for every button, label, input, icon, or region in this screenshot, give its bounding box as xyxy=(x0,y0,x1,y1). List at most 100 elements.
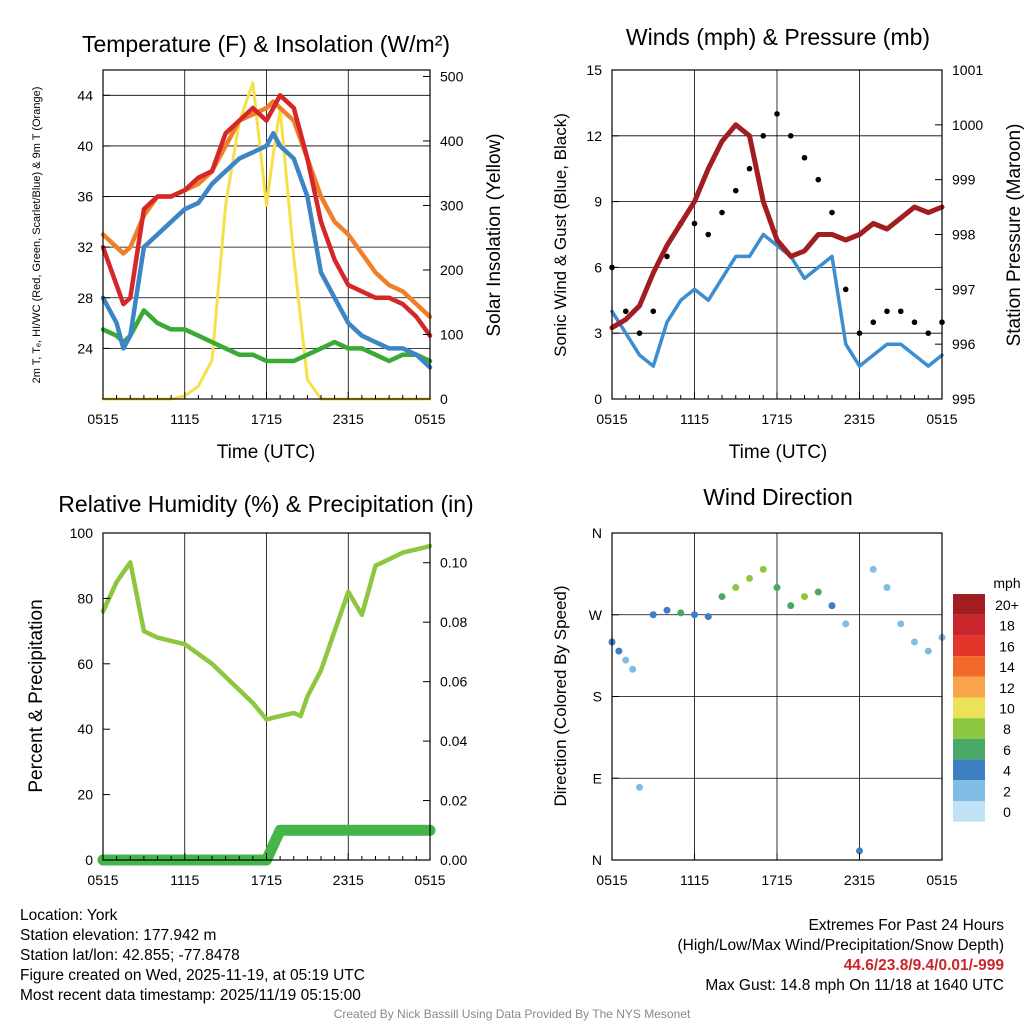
y2-tick-label: 500 xyxy=(440,68,464,84)
dewpoint-line xyxy=(100,308,433,364)
y2-tick-label: 1001 xyxy=(952,62,983,78)
gust-point xyxy=(705,231,712,238)
gust-point xyxy=(856,330,863,337)
legend-swatch xyxy=(953,594,985,615)
gust-point xyxy=(719,209,725,216)
gust-point xyxy=(787,133,794,139)
y-tick-label: 36 xyxy=(77,189,93,205)
station-location: Location: York xyxy=(20,907,118,924)
y-tick-label: 28 xyxy=(77,290,93,306)
y-tick-label: 0 xyxy=(594,391,602,407)
winds-series xyxy=(609,111,945,368)
direction-point xyxy=(897,620,905,628)
direction-point xyxy=(677,609,685,617)
y-tick-label: 80 xyxy=(77,590,93,606)
credit-line: Created By Nick Bassill Using Data Provi… xyxy=(333,1007,691,1021)
gust-point xyxy=(870,319,877,326)
y-tick-label: 3 xyxy=(594,325,602,341)
y2-tick-label: 998 xyxy=(952,227,976,243)
heat-index-wind-chill-line xyxy=(100,131,433,370)
temperature-ticks: 0515 1115 1715 2315 0515 24 28 32 36 40 44 0 100 200 3… xyxy=(77,68,463,427)
y2-tick-label: 100 xyxy=(440,326,464,342)
winds-panel: Winds (mph) & Pressure (mb) 0515 1115 1715… xyxy=(551,24,1024,463)
y2-tick-label: 0 xyxy=(440,391,448,407)
2m-temperature-line xyxy=(100,93,433,338)
y-tick-label: 20 xyxy=(77,787,93,803)
y2-tick-label: 200 xyxy=(440,262,464,278)
winds-ylabel-right: Station Pressure (Maroon) xyxy=(1004,124,1024,347)
y-tick-label: 0 xyxy=(85,852,93,868)
y2-tick-label: 0.02 xyxy=(440,793,467,809)
extremes-subtitle: (High/Low/Max Wind/Precipitation/Snow De… xyxy=(677,937,1005,954)
direction-point xyxy=(663,606,671,614)
gust-point xyxy=(925,330,932,337)
gust-point xyxy=(842,286,849,293)
x-tick-label: 0515 xyxy=(926,411,957,427)
y2-tick-label: 400 xyxy=(440,133,464,149)
x-tick-label: 2315 xyxy=(333,872,364,888)
direction-point xyxy=(759,565,767,573)
x-tick-label: 1115 xyxy=(680,411,709,427)
y-tick-label: S xyxy=(593,689,602,705)
legend-swatch xyxy=(953,676,985,698)
direction-grid xyxy=(612,533,942,860)
max-gust: Max Gust: 14.8 mph On 11/18 at 1640 UTC xyxy=(705,977,1004,994)
x-tick-label: 1115 xyxy=(680,872,709,888)
x-tick-label: 1115 xyxy=(170,411,199,427)
y-tick-label: 24 xyxy=(77,340,93,356)
y-tick-label: 32 xyxy=(77,239,93,255)
legend-label: 2 xyxy=(1003,783,1011,799)
direction-ylabel-left: Direction (Colored By Speed) xyxy=(551,585,570,806)
y2-tick-label: 0.10 xyxy=(440,555,467,571)
legend-label: 0 xyxy=(1003,804,1011,820)
x-tick-label: 1715 xyxy=(761,411,792,427)
x-tick-label: 0515 xyxy=(926,872,957,888)
y2-tick-label: 999 xyxy=(952,172,976,188)
y2-tick-label: 0.04 xyxy=(440,733,467,749)
direction-point xyxy=(718,593,726,601)
direction-title: Wind Direction xyxy=(703,484,853,510)
direction-point xyxy=(828,602,836,610)
temperature-ylabel-right: Solar Insolation (Yellow) xyxy=(484,133,505,336)
legend-label: 6 xyxy=(1003,742,1011,758)
direction-point xyxy=(691,611,698,619)
x-tick-label: 0515 xyxy=(596,872,627,888)
gust-point xyxy=(801,154,808,161)
speed-legend-title: mph xyxy=(993,575,1020,591)
x-tick-label: 1115 xyxy=(170,872,199,888)
x-tick-label: 2315 xyxy=(333,411,364,427)
temperature-title: Temperature (F) & Insolation (W/m²) xyxy=(82,31,450,57)
gust-point xyxy=(911,319,918,326)
gust-point xyxy=(829,209,835,216)
y-tick-label: 60 xyxy=(77,656,93,672)
recent-timestamp: Most recent data timestamp: 2025/11/19 0… xyxy=(20,987,361,1004)
direction-point xyxy=(732,584,740,591)
legend-swatch xyxy=(953,718,985,739)
gust-point xyxy=(650,308,657,315)
y-tick-label: E xyxy=(593,770,602,786)
legend-label: 10 xyxy=(999,701,1015,717)
y2-tick-label: 997 xyxy=(952,281,976,297)
direction-point xyxy=(869,565,877,573)
9m-temperature-line xyxy=(100,99,433,320)
legend-label: 4 xyxy=(1003,763,1011,779)
speed-legend: 20+ 18 16 14 12 10 8 6 4 2 0 xyxy=(953,594,1019,822)
y2-tick-label: 0.08 xyxy=(440,614,467,630)
direction-point xyxy=(629,665,637,673)
direction-point xyxy=(814,588,822,596)
direction-point xyxy=(883,584,891,591)
direction-ticks: 0515 1115 1715 2315 0515 N E S W N xyxy=(589,525,958,888)
temperature-ylabel-left: 2m T, Tₑ, HI/WC (Red, Green, Scarlet/Blu… xyxy=(31,87,43,384)
legend-swatch xyxy=(953,635,985,657)
x-tick-label: 2315 xyxy=(844,872,875,888)
winds-ylabel-left: Sonic Wind & Gust (Blue, Black) xyxy=(551,113,570,357)
legend-swatch xyxy=(953,738,985,760)
direction-series xyxy=(608,565,946,855)
gust-point xyxy=(622,308,629,315)
x-tick-label: 0515 xyxy=(414,411,445,427)
direction-point xyxy=(649,611,657,619)
y2-tick-label: 996 xyxy=(952,336,976,352)
gust-point xyxy=(884,308,890,315)
legend-label: 18 xyxy=(999,618,1015,634)
